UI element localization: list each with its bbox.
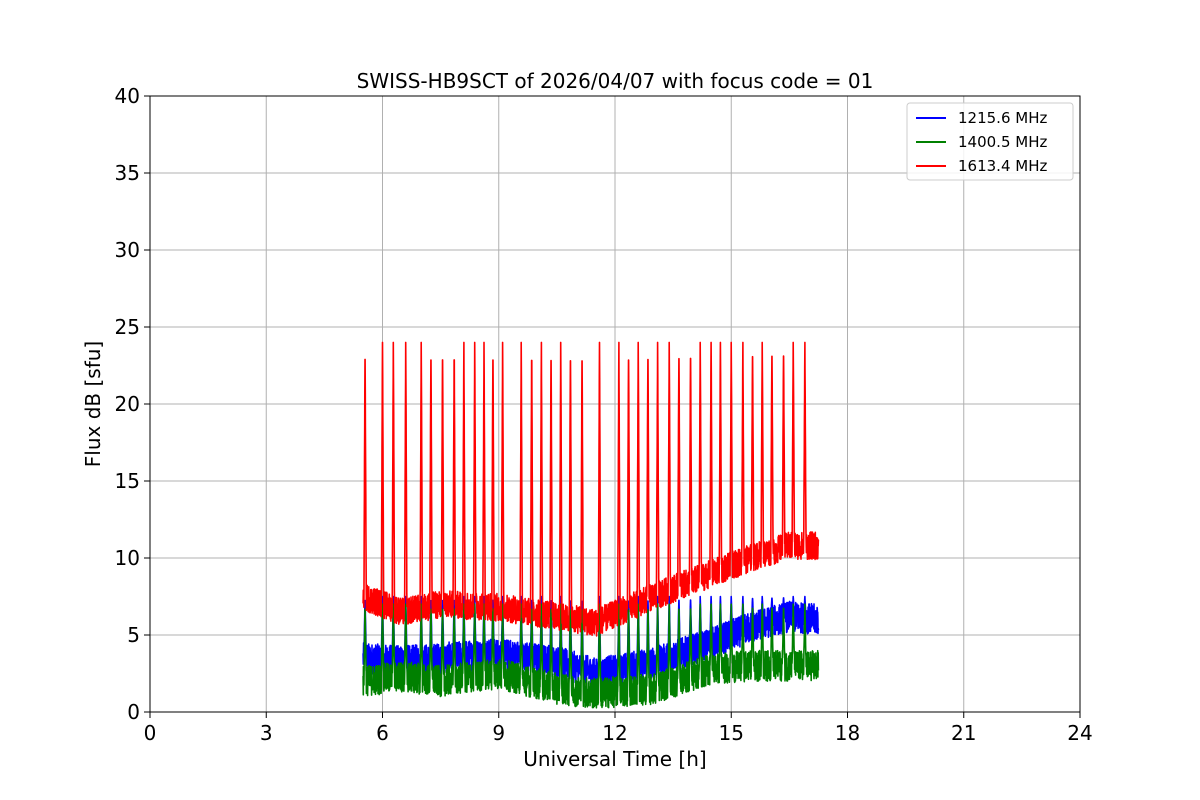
y-tick-label: 15: [115, 469, 140, 493]
x-axis-label: Universal Time [h]: [523, 747, 706, 771]
y-tick-label: 25: [115, 315, 140, 339]
x-tick-label: 24: [1067, 721, 1092, 745]
x-tick-label: 18: [835, 721, 860, 745]
legend-box: [906, 102, 1074, 181]
series-line-3: [362, 341, 820, 637]
x-axis-ticks: 0 3 6 9 12 15 18 21 24: [144, 712, 1093, 745]
y-tick-label: 10: [115, 546, 140, 570]
y-tick-label: 30: [115, 238, 140, 262]
x-tick-label: 21: [951, 721, 976, 745]
y-axis-label: Flux dB [sfu]: [81, 341, 105, 467]
x-tick-label: 0: [144, 721, 157, 745]
x-tick-label: 9: [492, 721, 505, 745]
legend-label-2: 1400.5 MHz: [958, 133, 1047, 151]
series-line-2: [362, 603, 820, 709]
x-tick-label: 12: [602, 721, 627, 745]
y-tick-label: 5: [127, 623, 140, 647]
y-tick-label: 40: [115, 84, 140, 108]
x-tick-label: 15: [719, 721, 744, 745]
y-axis-ticks: 0 5 10 15 20 25 30 35 40: [115, 84, 150, 724]
y-tick-label: 35: [115, 161, 140, 185]
x-tick-label: 6: [376, 721, 389, 745]
legend-label-3: 1613.4 MHz: [958, 157, 1047, 175]
legend: 1215.6 MHz 1400.5 MHz 1613.4 MHz: [906, 102, 1074, 181]
y-tick-label: 20: [115, 392, 140, 416]
x-tick-label: 3: [260, 721, 273, 745]
chart-title: SWISS-HB9SCT of 2026/04/07 with focus co…: [357, 69, 874, 93]
plot-area: [362, 341, 820, 709]
legend-label-1: 1215.6 MHz: [958, 109, 1047, 127]
y-tick-label: 0: [127, 700, 140, 724]
